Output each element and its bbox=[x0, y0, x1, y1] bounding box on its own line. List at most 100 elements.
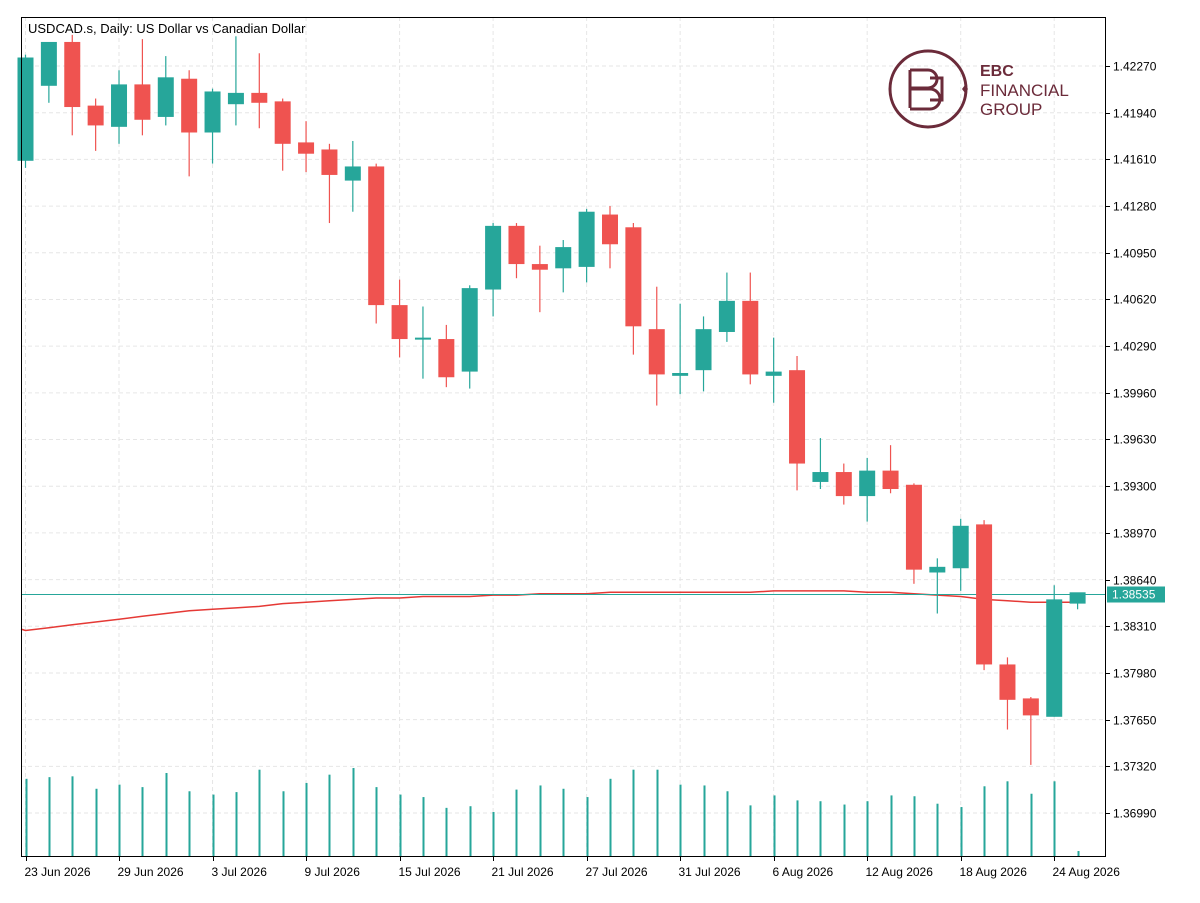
candle-body bbox=[181, 78, 198, 133]
y-tick-label: 1.41280 bbox=[1113, 200, 1157, 214]
candle-body bbox=[812, 472, 829, 482]
y-tick-label: 1.36990 bbox=[1113, 807, 1157, 821]
candle-body bbox=[157, 77, 174, 117]
candle bbox=[789, 356, 806, 491]
ebc-logo bbox=[886, 48, 1086, 130]
candle bbox=[929, 558, 946, 614]
candle bbox=[952, 518, 969, 591]
y-tick-label: 1.39630 bbox=[1113, 433, 1157, 447]
candle-body bbox=[40, 41, 57, 86]
candle bbox=[157, 56, 174, 126]
candle-body bbox=[87, 105, 104, 126]
y-tick-label: 1.38970 bbox=[1113, 527, 1157, 541]
candle bbox=[555, 240, 572, 293]
x-tick-label: 3 Jul 2026 bbox=[212, 865, 268, 879]
candle-body bbox=[718, 300, 735, 332]
candle-body bbox=[648, 329, 665, 375]
candle-body bbox=[695, 329, 712, 371]
y-tick-label: 1.42270 bbox=[1113, 60, 1157, 74]
candle-body bbox=[976, 524, 993, 665]
candle bbox=[672, 303, 689, 395]
logo-line-1: EBC bbox=[980, 63, 1014, 80]
candle bbox=[251, 53, 268, 129]
candle-body bbox=[835, 472, 852, 497]
x-tick-label: 21 Jul 2026 bbox=[492, 865, 554, 879]
y-tick-label: 1.40950 bbox=[1113, 247, 1157, 261]
x-tick-label: 12 Aug 2026 bbox=[866, 865, 934, 879]
candle bbox=[882, 445, 899, 494]
candle-body bbox=[1022, 698, 1039, 716]
candle-body bbox=[17, 57, 34, 161]
candle-body bbox=[298, 142, 315, 154]
x-tick-label: 23 Jun 2026 bbox=[25, 865, 91, 879]
y-tick-label: 1.40290 bbox=[1113, 340, 1157, 354]
candle-body bbox=[742, 300, 759, 375]
candle-body bbox=[602, 214, 618, 245]
candle-body bbox=[765, 371, 782, 376]
candle bbox=[204, 88, 221, 164]
candle bbox=[298, 121, 315, 173]
chart-frame bbox=[21, 17, 1106, 857]
candle bbox=[227, 36, 244, 126]
price-tag-label: 1.38535 bbox=[1112, 588, 1156, 602]
candle bbox=[812, 438, 829, 490]
candle bbox=[485, 223, 502, 317]
candle-body bbox=[391, 305, 408, 340]
candle-body bbox=[625, 227, 642, 327]
price-tag-bg bbox=[1107, 586, 1165, 603]
y-tick-label: 1.39300 bbox=[1113, 480, 1157, 494]
candle bbox=[742, 272, 759, 385]
candle bbox=[438, 324, 455, 388]
candle-body bbox=[368, 166, 385, 306]
candle bbox=[391, 279, 408, 358]
x-tick-label: 15 Jul 2026 bbox=[399, 865, 461, 879]
candle-body bbox=[531, 264, 548, 270]
candle bbox=[625, 223, 642, 355]
logo-line-2: FINANCIAL bbox=[980, 81, 1069, 100]
y-tick-label: 1.37650 bbox=[1113, 714, 1157, 728]
x-tick-label: 18 Aug 2026 bbox=[960, 865, 1028, 879]
candle bbox=[1046, 585, 1063, 717]
candle-body bbox=[204, 91, 221, 133]
x-tick-label: 9 Jul 2026 bbox=[305, 865, 361, 879]
candle bbox=[531, 245, 548, 313]
x-axis: 23 Jun 2026 29 Jun 2026 3 Jul 2026 9 Jul 20… bbox=[25, 857, 1120, 879]
candle-body bbox=[64, 41, 81, 108]
y-tick-label: 1.41610 bbox=[1113, 153, 1157, 167]
candle-body bbox=[321, 149, 338, 175]
y-axis: 1.42270 1.41940 1.41610 1.41280 1.40950 1.406… bbox=[1106, 60, 1157, 821]
grid bbox=[21, 17, 1106, 857]
candle bbox=[87, 98, 104, 151]
current-price-tag: 1.38535 bbox=[1107, 586, 1165, 603]
y-tick-label: 1.37980 bbox=[1113, 667, 1157, 681]
candle bbox=[765, 337, 782, 403]
candle bbox=[905, 483, 922, 584]
candles bbox=[17, 34, 1086, 765]
candle bbox=[648, 286, 665, 406]
candle bbox=[1069, 592, 1086, 610]
y-tick-label: 1.38310 bbox=[1113, 620, 1157, 634]
candle-body bbox=[1069, 592, 1086, 604]
y-tick-label: 1.39960 bbox=[1113, 387, 1157, 401]
candle-body bbox=[134, 84, 151, 120]
candle-body bbox=[274, 101, 291, 144]
candle-body bbox=[672, 373, 689, 376]
candle bbox=[181, 70, 198, 177]
candle bbox=[321, 143, 338, 224]
candle bbox=[835, 463, 852, 505]
candle bbox=[1022, 696, 1039, 765]
candle-body bbox=[929, 566, 946, 573]
candle bbox=[40, 41, 57, 103]
candle-body bbox=[344, 166, 361, 181]
candle bbox=[368, 163, 385, 324]
candle-body bbox=[485, 225, 502, 290]
candle bbox=[134, 39, 151, 136]
candle bbox=[976, 520, 993, 671]
candle bbox=[695, 316, 712, 392]
candle bbox=[602, 206, 618, 269]
y-tick-label: 1.38640 bbox=[1113, 574, 1157, 588]
candle bbox=[718, 272, 735, 342]
candle-body bbox=[1046, 599, 1063, 717]
candle bbox=[111, 70, 128, 144]
